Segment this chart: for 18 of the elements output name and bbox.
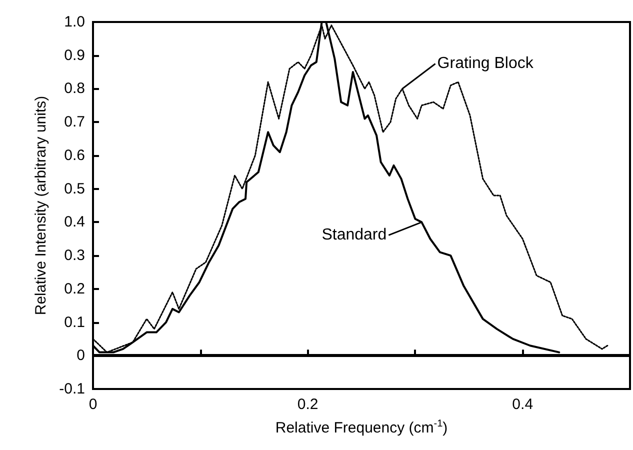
y-tick-label: 0.6 [64, 146, 85, 164]
y-tick-label: 0.8 [64, 80, 85, 98]
y-tick-label: 0.5 [64, 180, 85, 198]
y-tick-label: 0 [76, 347, 85, 364]
x-tick-label: 0 [88, 396, 98, 413]
y-tick-label: 0.1 [64, 314, 85, 331]
y-tick-label: 1.0 [64, 14, 85, 30]
y-tick-label: -0.1 [59, 380, 85, 398]
y-axis-title: Relative Intensity (arbitrary units) [32, 96, 50, 316]
annotation: Grating Block [437, 55, 534, 72]
y-tick-label: 0.7 [64, 114, 85, 131]
annotation: Standard [322, 226, 387, 244]
x-tick-label: 0.2 [297, 396, 318, 413]
x-tick-label: 0.4 [512, 396, 534, 413]
y-tick-label: 0.9 [64, 46, 85, 64]
y-tick-label: 0.3 [64, 247, 85, 264]
y-tick-label: 0.2 [64, 280, 85, 298]
y-tick-label: 0.4 [64, 214, 85, 231]
